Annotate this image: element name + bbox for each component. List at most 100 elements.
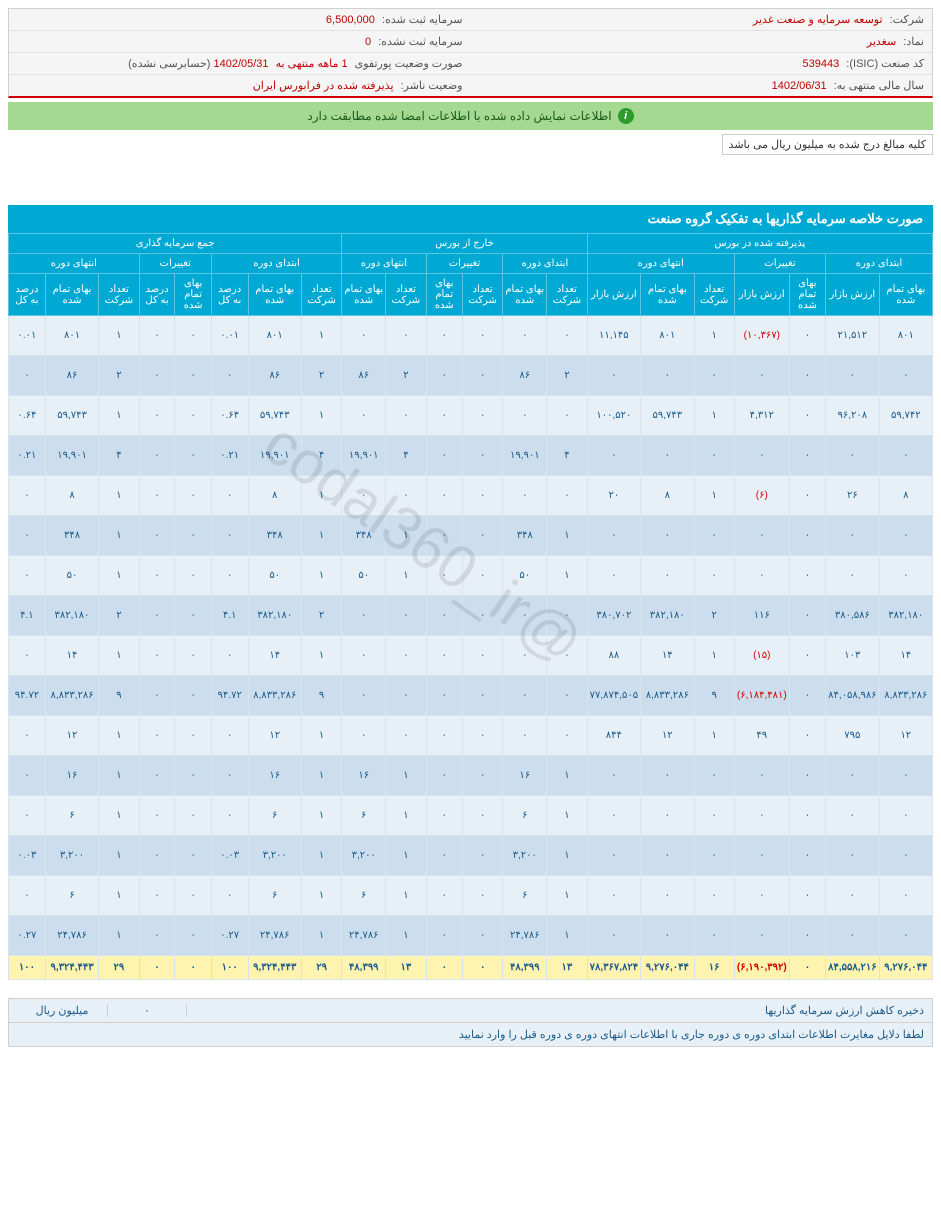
total-cell: ۴۸,۳۹۹	[342, 956, 386, 980]
total-cell: ۸۴,۵۵۸,۲۱۶	[826, 956, 880, 980]
table-cell: ۸۰۱	[641, 316, 694, 356]
table-cell: ۰	[342, 596, 386, 636]
table-cell: ۱	[99, 796, 139, 836]
table-cell: ۰.۲۷	[211, 916, 248, 956]
table-cell: ۰	[9, 876, 46, 916]
sub-end-3: انتهای دوره	[9, 254, 140, 274]
table-cell: ۰	[9, 516, 46, 556]
table-row: ۰۰۰۰۰۰۰۱۶۰۰۱۶۱۶۰۰۰۱۶۰	[9, 796, 933, 836]
table-cell: ۰	[462, 476, 502, 516]
col-header: بهای تمام شده	[175, 274, 211, 316]
table-cell: ۱	[547, 756, 587, 796]
reserve-value: ۰	[107, 1004, 187, 1017]
table-cell: ۰	[211, 716, 248, 756]
table-cell: ۰	[462, 356, 502, 396]
table-row: ۸,۸۳۳,۲۸۶۸۴,۰۵۸,۹۸۶۰(۶,۱۸۴,۴۸۱)۹۸,۸۳۳,۲۸…	[9, 676, 933, 716]
table-cell: ۰	[826, 836, 880, 876]
col-header: بهای تمام شده	[248, 274, 301, 316]
table-cell: ۱۲	[248, 716, 301, 756]
table-cell: ۰	[426, 676, 462, 716]
total-cell: ۱۳	[386, 956, 426, 980]
table-cell: ۰	[826, 356, 880, 396]
table-cell: ۰	[789, 796, 825, 836]
table-cell: ۰	[789, 516, 825, 556]
table-cell: ۰	[211, 796, 248, 836]
table-cell: ۰	[342, 676, 386, 716]
table-cell: ۱۱۶	[734, 596, 789, 636]
table-cell: ۰	[426, 916, 462, 956]
table-cell: ۰	[426, 396, 462, 436]
table-cell: ۰	[462, 516, 502, 556]
table-cell: ۲۰	[587, 476, 641, 516]
table-cell: ۱	[386, 756, 426, 796]
table-cell: ۲	[301, 356, 341, 396]
table-cell: ۰	[587, 356, 641, 396]
table-cell: ۰	[211, 556, 248, 596]
table-cell: ۵۰	[248, 556, 301, 596]
table-cell: ۰	[587, 916, 641, 956]
table-cell: ۶	[45, 796, 98, 836]
total-cell: ۱۶	[694, 956, 734, 980]
table-row: ۰۰۰۰۰۰۰۱۳,۲۰۰۰۰۱۳,۲۰۰۱۳,۲۰۰۰.۰۳۰۰۱۳,۲۰۰۰…	[9, 836, 933, 876]
col-header: تعداد شرکت	[694, 274, 734, 316]
table-cell: ۰	[641, 516, 694, 556]
table-cell: ۱	[386, 836, 426, 876]
table-cell: ۰	[211, 476, 248, 516]
table-cell: ۰	[879, 876, 932, 916]
table-cell: ۰	[694, 876, 734, 916]
table-cell: ۰	[789, 476, 825, 516]
table-cell: ۰	[9, 556, 46, 596]
table-cell: ۰	[641, 356, 694, 396]
table-cell: ۲	[301, 596, 341, 636]
table-cell: ۰	[547, 716, 587, 756]
table-cell: ۰	[789, 396, 825, 436]
table-cell: ۰	[426, 716, 462, 756]
table-cell: ۰	[9, 796, 46, 836]
table-cell: ۰	[175, 556, 211, 596]
total-cell: ۲۹	[301, 956, 341, 980]
table-cell: ۵۰	[503, 556, 547, 596]
table-cell: ۰	[641, 836, 694, 876]
table-cell: ۰	[139, 876, 175, 916]
table-cell: ۱	[301, 316, 341, 356]
table-cell: ۸۶	[503, 356, 547, 396]
investment-table: پذیرفته شده در بورس خارج از بورس جمع سرم…	[8, 233, 933, 980]
table-cell: ۰	[641, 796, 694, 836]
table-cell: ۱۴	[641, 636, 694, 676]
table-cell: ۰.۲۷	[9, 916, 46, 956]
table-cell: ۱	[301, 916, 341, 956]
table-cell: ۲۴,۷۸۶	[503, 916, 547, 956]
table-cell: ۲	[386, 356, 426, 396]
table-cell: ۰	[426, 556, 462, 596]
table-cell: ۵۰	[342, 556, 386, 596]
table-cell: ۰	[641, 916, 694, 956]
table-cell: ۰	[587, 796, 641, 836]
sub-begin-2: ابتدای دوره	[503, 254, 587, 274]
table-cell: ۰	[386, 316, 426, 356]
table-cell: ۰	[462, 556, 502, 596]
table-cell: ۱	[301, 756, 341, 796]
table-row: ۸۲۶۰(۶)۱۸۲۰۰۰۰۰۰۰۱۸۰۰۰۱۸۰	[9, 476, 933, 516]
table-cell: ۰	[789, 556, 825, 596]
table-cell: ۰	[175, 436, 211, 476]
table-row: ۰۰۰۰۰۰۰۴۱۹,۹۰۱۰۰۴۱۹,۹۰۱۴۱۹,۹۰۱۰.۲۱۰۰۴۱۹,…	[9, 436, 933, 476]
table-cell: (۶)	[734, 476, 789, 516]
table-cell: ۰	[879, 556, 932, 596]
table-cell: ۰	[211, 876, 248, 916]
col-header: تعداد شرکت	[547, 274, 587, 316]
table-cell: ۰	[587, 876, 641, 916]
table-cell: ۳۴۸	[503, 516, 547, 556]
table-cell: ۸	[641, 476, 694, 516]
reserve-unit: میلیون ریال	[17, 1004, 107, 1017]
table-cell: ۰	[426, 516, 462, 556]
company-value: توسعه سرمایه و صنعت غدیر	[753, 14, 883, 26]
table-cell: ۰	[386, 636, 426, 676]
col-header: درصد به کل	[9, 274, 46, 316]
capital-reg-label: سرمایه ثبت شده:	[382, 14, 463, 26]
table-cell: ۴.۱	[9, 596, 46, 636]
table-cell: ۰	[386, 596, 426, 636]
group-total: جمع سرمایه گذاری	[9, 234, 342, 254]
total-cell: ۰	[462, 956, 502, 980]
table-cell: ۰	[462, 796, 502, 836]
table-cell: ۴۹	[734, 716, 789, 756]
